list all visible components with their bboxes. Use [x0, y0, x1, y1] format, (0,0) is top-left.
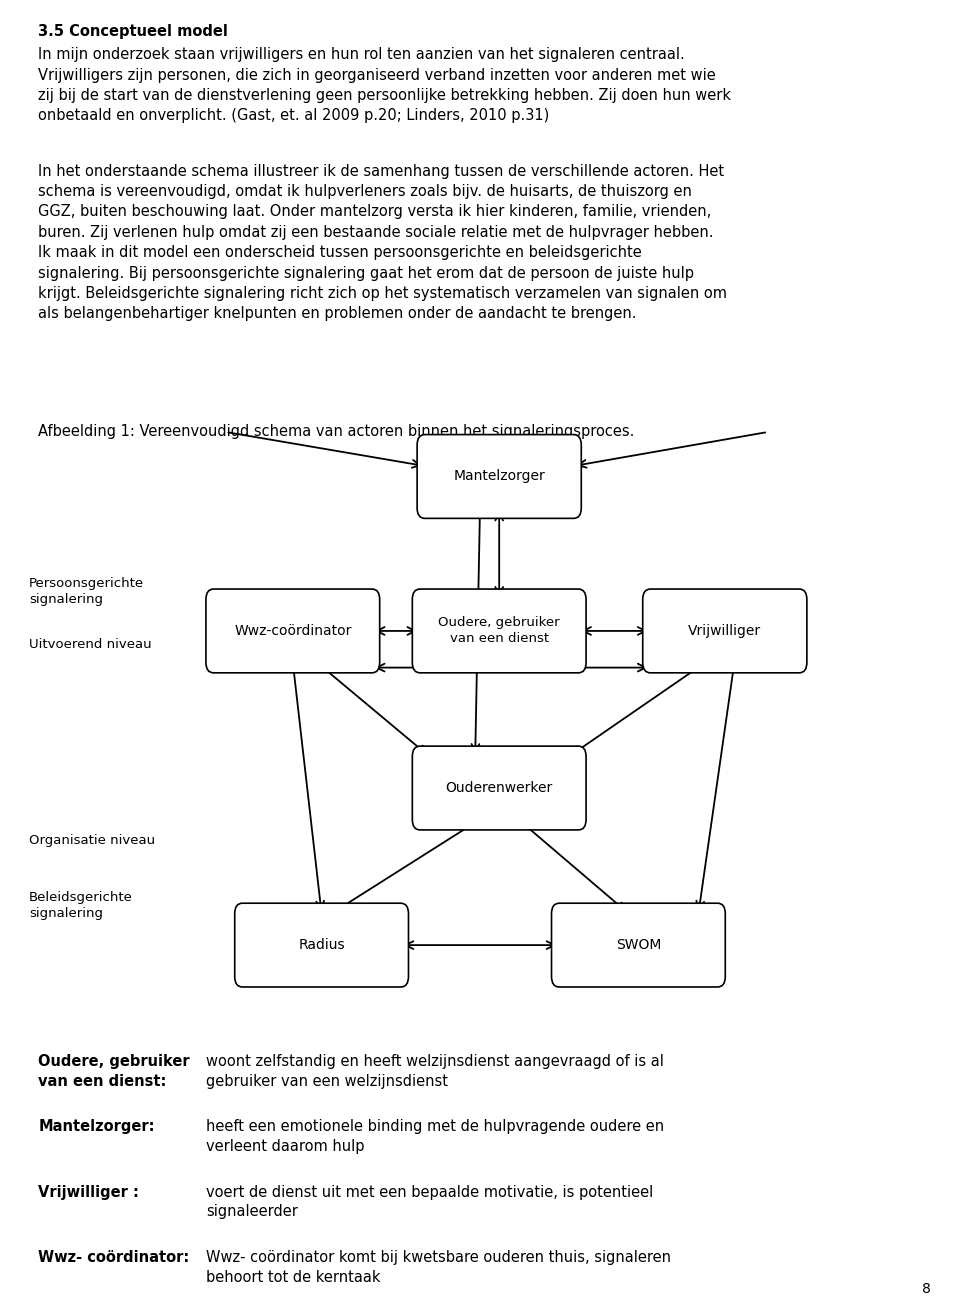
Text: Beleidsgerichte
signalering: Beleidsgerichte signalering — [29, 891, 132, 920]
Text: Wwz- coördinator komt bij kwetsbare ouderen thuis, signaleren
behoort tot de ker: Wwz- coördinator komt bij kwetsbare oude… — [206, 1250, 671, 1285]
FancyBboxPatch shape — [413, 746, 586, 830]
Text: woont zelfstandig en heeft welzijnsdienst aangevraagd of is al
gebruiker van een: woont zelfstandig en heeft welzijnsdiens… — [206, 1054, 664, 1089]
Text: Wwz-coördinator: Wwz-coördinator — [234, 624, 351, 637]
Text: SWOM: SWOM — [615, 939, 661, 952]
Text: Uitvoerend niveau: Uitvoerend niveau — [29, 637, 152, 651]
Text: Ouderenwerker: Ouderenwerker — [445, 781, 553, 795]
Text: In het onderstaande schema illustreer ik de samenhang tussen de verschillende ac: In het onderstaande schema illustreer ik… — [38, 164, 728, 322]
Text: Mantelzorger:: Mantelzorger: — [38, 1119, 155, 1134]
Text: Mantelzorger: Mantelzorger — [453, 470, 545, 483]
Text: Wwz- coördinator:: Wwz- coördinator: — [38, 1250, 190, 1264]
Text: voert de dienst uit met een bepaalde motivatie, is potentieel
signaleerder: voert de dienst uit met een bepaalde mot… — [206, 1185, 654, 1220]
FancyBboxPatch shape — [234, 903, 409, 987]
Text: 3.5 Conceptueel model: 3.5 Conceptueel model — [38, 24, 228, 38]
Text: heeft een emotionele binding met de hulpvragende oudere en
verleent daarom hulp: heeft een emotionele binding met de hulp… — [206, 1119, 664, 1155]
Text: Vrijwilliger: Vrijwilliger — [688, 624, 761, 637]
Text: Vrijwilliger :: Vrijwilliger : — [38, 1185, 139, 1199]
Text: 8: 8 — [923, 1282, 931, 1296]
FancyBboxPatch shape — [551, 903, 726, 987]
Text: Organisatie niveau: Organisatie niveau — [29, 834, 155, 847]
Text: Oudere, gebruiker
van een dienst: Oudere, gebruiker van een dienst — [439, 617, 560, 645]
Text: Persoonsgerichte
signalering: Persoonsgerichte signalering — [29, 577, 144, 606]
FancyBboxPatch shape — [413, 589, 586, 673]
FancyBboxPatch shape — [417, 435, 581, 518]
FancyBboxPatch shape — [643, 589, 806, 673]
Text: In mijn onderzoek staan vrijwilligers en hun rol ten aanzien van het signaleren : In mijn onderzoek staan vrijwilligers en… — [38, 47, 732, 123]
Text: Afbeelding 1: Vereenvoudigd schema van actoren binnen het signaleringsproces.: Afbeelding 1: Vereenvoudigd schema van a… — [38, 424, 635, 439]
FancyBboxPatch shape — [205, 589, 379, 673]
Text: Radius: Radius — [299, 939, 345, 952]
Text: Oudere, gebruiker
van een dienst:: Oudere, gebruiker van een dienst: — [38, 1054, 190, 1089]
